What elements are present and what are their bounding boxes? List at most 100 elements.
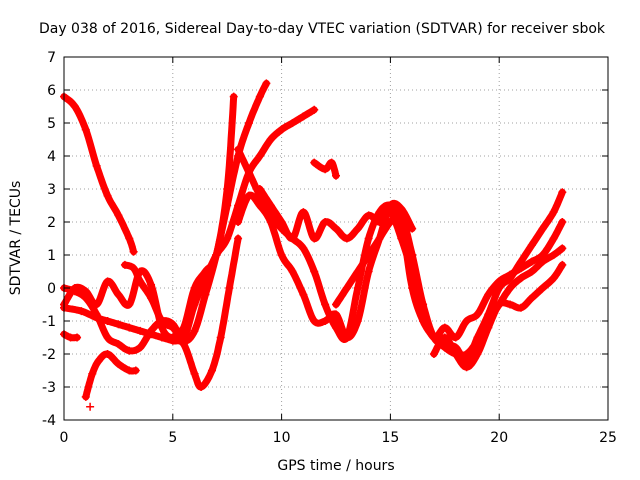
- series-15-point-11: [527, 257, 536, 266]
- series-12-point-21: [558, 188, 567, 197]
- series-7-point-6: [179, 333, 188, 342]
- x-tick-label-4: 20: [490, 430, 508, 446]
- series-13-point-7: [462, 350, 471, 358]
- series-13-point-11: [506, 284, 515, 292]
- series-14-point-2: [451, 350, 460, 358]
- series-12-point-19: [538, 224, 547, 233]
- series-3-point-18: [255, 92, 264, 101]
- series-14-point-4: [473, 350, 482, 358]
- y-axis-label: SDTVAR / TECUs: [8, 181, 24, 296]
- series-0-point-4: [103, 191, 112, 200]
- series-10-point-2: [277, 218, 286, 226]
- series-15-point-8: [495, 277, 504, 286]
- series-7-point-17: [299, 112, 308, 121]
- series-7: [120, 105, 319, 342]
- y-tick-label-10: 6: [47, 83, 56, 99]
- series-10-point-0: [255, 185, 264, 193]
- series-14-point-12: [558, 260, 567, 269]
- series-7-point-4: [157, 317, 166, 325]
- series-9-point-2: [255, 201, 264, 210]
- series-10-point-10: [364, 211, 373, 220]
- series-2-point-16: [234, 234, 243, 243]
- series-14-point-7: [506, 300, 515, 309]
- series-15-point-6: [473, 310, 482, 319]
- series-9-point-1: [244, 191, 253, 200]
- series-8-point-8: [321, 300, 330, 309]
- y-tick-label-6: 2: [47, 215, 56, 231]
- series-0-point-5: [114, 211, 123, 220]
- series-10-point-11: [375, 218, 384, 226]
- series-13-point-13: [527, 267, 536, 276]
- series-12-point-5: [386, 218, 395, 226]
- series-4-point-16: [229, 92, 238, 101]
- series-14-point-10: [538, 284, 547, 292]
- series-10-point-5: [310, 234, 319, 243]
- series-13-point-12: [516, 274, 525, 283]
- series-6-point-0: [86, 402, 95, 411]
- series-3-point-13: [201, 290, 210, 299]
- series-14-point-8: [516, 303, 525, 312]
- series-7-point-2: [136, 277, 145, 286]
- y-tick-label-11: 7: [47, 50, 56, 66]
- series-9-point-9: [332, 310, 340, 319]
- series-3-trace: [60, 79, 270, 355]
- series-10-point-3: [288, 234, 297, 243]
- series-2-point-4: [114, 320, 123, 329]
- series-12-point-2: [353, 267, 362, 276]
- series-7-point-1: [129, 264, 138, 273]
- series-0-point-7: [129, 247, 138, 256]
- series-5-point-3: [103, 350, 112, 358]
- series-14: [429, 260, 567, 372]
- series-2-point-3: [103, 317, 112, 325]
- series-12-point-18: [527, 241, 536, 250]
- series-4-point-8: [147, 280, 156, 289]
- series-7-point-8: [201, 274, 210, 283]
- series-12-point-3: [364, 251, 373, 259]
- series-14-point-0: [429, 350, 438, 358]
- y-tick-label-2: -2: [42, 347, 56, 363]
- series-8-point-7: [310, 267, 319, 276]
- series-11-point-1: [321, 165, 330, 174]
- series-0-point-3: [92, 161, 101, 170]
- series-10-point-8: [342, 234, 351, 243]
- x-axis-label: GPS time / hours: [277, 458, 394, 474]
- series-15-point-12: [538, 251, 547, 259]
- series-10-point-9: [353, 224, 362, 233]
- series-5-point-2: [94, 356, 103, 365]
- series-4-point-5: [114, 290, 123, 299]
- series-10-point-1: [266, 201, 275, 210]
- series-3-point-5: [114, 340, 123, 349]
- series-13-point-15: [549, 251, 558, 259]
- series-11-point-3: [332, 171, 340, 180]
- series-9-point-3: [266, 218, 275, 226]
- series-8-point-1: [244, 168, 253, 177]
- y-tick-label-1: -3: [42, 380, 56, 396]
- series-9-point-10: [342, 333, 351, 342]
- series-5-point-1: [88, 369, 97, 378]
- x-tick-label-1: 5: [168, 430, 177, 446]
- series-5: [81, 350, 140, 401]
- series-9-point-8: [321, 317, 330, 325]
- series-7-point-16: [288, 119, 297, 127]
- series-2-point-5: [125, 323, 134, 332]
- y-tick-label-9: 5: [47, 116, 56, 132]
- series-9-point-6: [299, 290, 308, 299]
- series-7-point-0: [120, 260, 129, 269]
- series-11-trace: [310, 159, 340, 180]
- series-15-point-2: [429, 333, 438, 342]
- series-2-point-1: [77, 307, 86, 316]
- series-14-point-3: [462, 363, 471, 372]
- series-0-point-6: [125, 234, 134, 243]
- series-15-point-9: [506, 270, 515, 279]
- series-2-point-12: [197, 383, 206, 391]
- series-3-point-6: [125, 346, 134, 355]
- series-9-point-11: [353, 317, 362, 325]
- series-9-point-4: [277, 251, 286, 259]
- series-12-point-20: [549, 208, 558, 217]
- series-12-point-0: [332, 300, 340, 309]
- chart-title: Day 038 of 2016, Sidereal Day-to-day VTE…: [39, 21, 606, 37]
- series-3-point-8: [147, 326, 156, 335]
- series-15-point-3: [440, 323, 449, 332]
- series-3-point-12: [190, 326, 199, 335]
